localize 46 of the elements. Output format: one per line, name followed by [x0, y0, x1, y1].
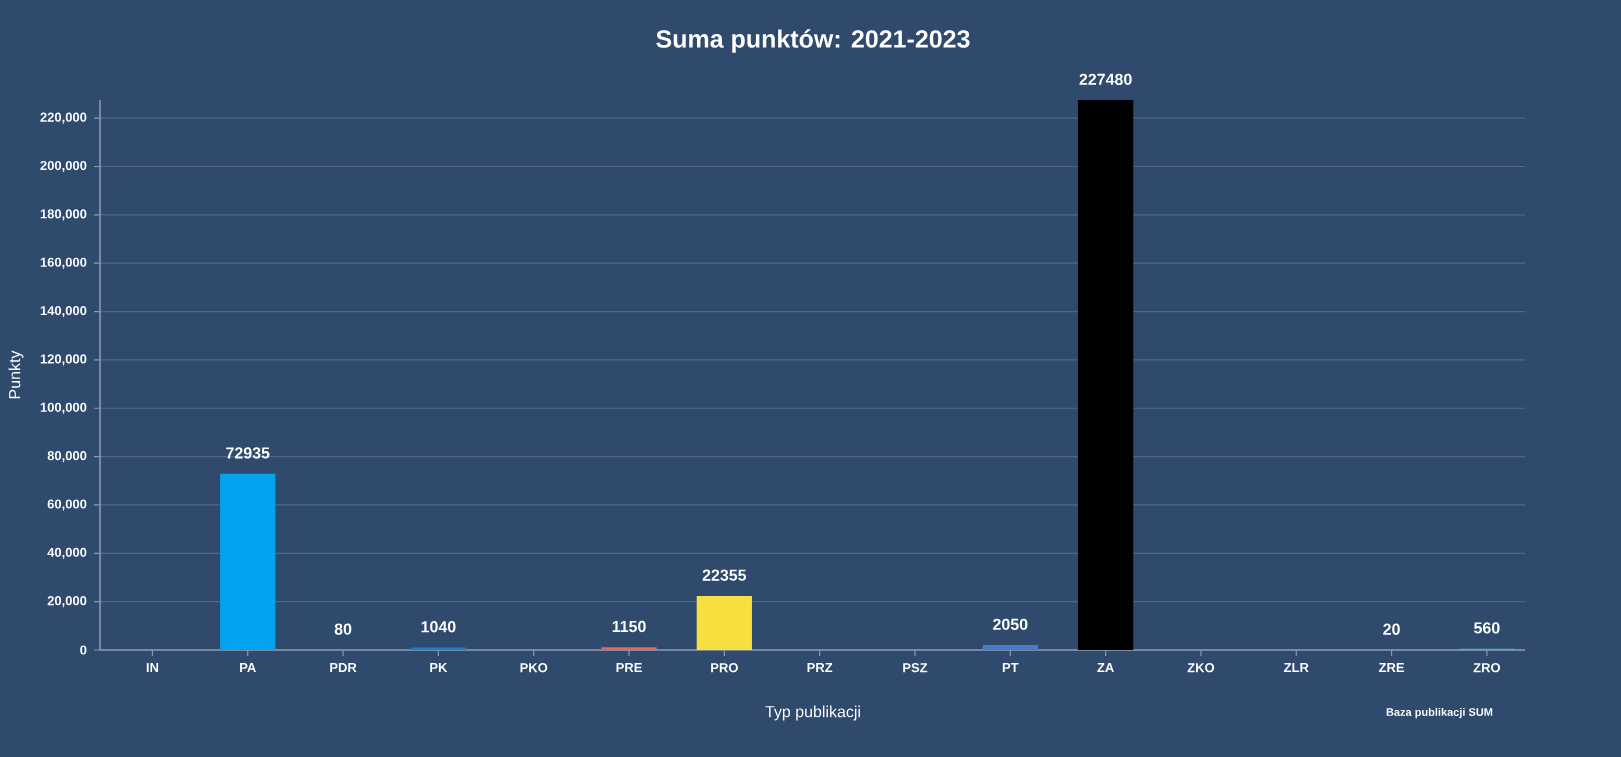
bar [982, 645, 1038, 650]
x-tick-label: IN [146, 663, 159, 673]
y-tick-label: 140,000 [40, 306, 87, 318]
bar [220, 473, 276, 650]
x-tick-label: PDR [330, 663, 357, 673]
bar [601, 647, 657, 650]
bar [410, 647, 467, 650]
y-tick-label: 20,000 [47, 596, 87, 608]
data-label: 227480 [1079, 73, 1132, 85]
data-label: 1040 [421, 621, 456, 633]
x-tick-label: PRO [711, 663, 738, 673]
data-label: 20 [1383, 623, 1400, 635]
x-tick-label: ZRO [1473, 663, 1501, 673]
data-label: 80 [334, 623, 352, 635]
data-label: 72935 [226, 447, 270, 459]
y-axis-title: Punkty [8, 350, 24, 399]
x-tick-label: ZA [1097, 663, 1114, 673]
x-tick-label: PKO [520, 663, 548, 673]
x-tick-label: PA [240, 663, 256, 673]
x-tick-label: PSZ [903, 663, 928, 673]
y-tick-label: 100,000 [40, 402, 87, 414]
x-tick-label: PK [430, 663, 448, 673]
data-label: 560 [1474, 622, 1500, 634]
y-tick-label: 200,000 [40, 160, 87, 173]
bar [696, 595, 752, 650]
bar [1077, 100, 1134, 650]
y-tick-label: 80,000 [47, 451, 87, 463]
data-label: 1150 [612, 620, 646, 633]
x-tick-label: PRE [616, 663, 642, 673]
data-label: 22355 [702, 569, 747, 581]
y-tick-label: 0 [80, 645, 87, 655]
y-tick-label: 120,000 [40, 354, 87, 366]
y-tick-label: 160,000 [40, 257, 87, 269]
y-tick-label: 60,000 [47, 499, 87, 511]
text: Baza publikacji SUM [1386, 707, 1493, 719]
chart-title: Suma punktów: 2021-2023 [656, 29, 970, 53]
x-axis-title: Typ publikacji [765, 705, 860, 721]
y-tick-label: 180,000 [40, 209, 87, 221]
x-tick-label: ZRE [1378, 663, 1405, 673]
x-tick-label: PT [1002, 663, 1019, 673]
x-tick-label: ZKO [1187, 663, 1215, 673]
x-tick-label: PRZ [807, 663, 833, 673]
y-tick-label: 220,000 [40, 112, 87, 124]
y-tick-label: 40,000 [47, 547, 87, 559]
data-label: 2050 [993, 618, 1028, 630]
x-tick-label: ZLR [1283, 663, 1309, 673]
